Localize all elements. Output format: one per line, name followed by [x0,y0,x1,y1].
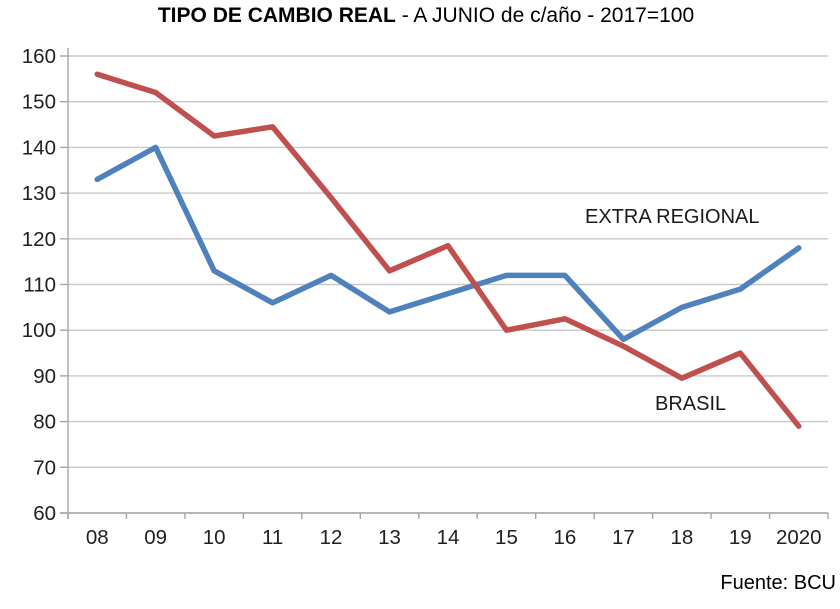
series-label-brasil: BRASIL [655,393,727,415]
x-axis-tick-label: 15 [495,526,518,549]
x-axis-tick-label: 2020 [776,526,822,549]
x-axis-tick-label: 12 [320,526,343,549]
y-axis-tick-label: 70 [33,456,56,479]
y-axis-tick-label: 90 [33,365,56,388]
x-axis-tick-label: 13 [378,526,401,549]
y-axis-tick-label: 150 [22,91,56,114]
chart-title-subtitle: - A JUNIO de c/año - 2017=100 [395,4,695,27]
x-axis-tick-label: 08 [86,526,109,549]
x-axis-tick-label: 17 [612,526,635,549]
y-axis-tick-label: 140 [22,136,56,159]
chart-title: TIPO DE CAMBIO REAL - A JUNIO de c/año -… [0,4,840,28]
y-axis-tick-label: 60 [33,502,56,525]
series-line-brasil [94,71,802,429]
y-axis-tick-label: 110 [23,274,56,297]
x-axis-tick-label: 14 [437,526,460,549]
series-label-extra-regional: EXTRA REGIONAL [585,206,760,228]
x-axis-tick-label: 19 [729,526,752,549]
y-axis-tick-label: 80 [33,411,56,434]
x-axis-tick-label: 10 [203,526,226,549]
y-axis-tick-label: 130 [22,182,56,205]
series-line-extra-regional [94,144,802,343]
x-axis-tick-label: 16 [554,526,577,549]
y-axis-tick-label: 160 [22,45,56,68]
source-note: Fuente: BCU [720,572,836,594]
chart-title-main: TIPO DE CAMBIO REAL [157,4,396,27]
x-axis-tick-label: 09 [144,526,167,549]
x-axis-tick-label: 11 [262,526,283,549]
x-axis-tick-label: 18 [670,526,693,549]
y-axis-tick-label: 100 [22,319,56,342]
y-axis-tick-label: 120 [22,228,56,251]
